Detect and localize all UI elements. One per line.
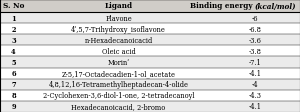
Text: -7.1: -7.1	[249, 58, 261, 66]
Text: -4: -4	[252, 81, 258, 88]
Text: 7: 7	[11, 81, 16, 88]
Text: 1: 1	[11, 14, 16, 22]
Text: 2-Cyclohexen-3,6-diol-1-one, 2-tetradecanoyl: 2-Cyclohexen-3,6-diol-1-one, 2-tetradeca…	[43, 92, 194, 99]
Text: -6: -6	[252, 14, 258, 22]
Text: -4.1: -4.1	[248, 102, 262, 110]
Text: 3: 3	[11, 36, 16, 44]
Text: -4.3: -4.3	[248, 92, 262, 99]
Text: 6: 6	[11, 69, 16, 77]
Bar	[0, 101, 300, 112]
Text: S. No: S. No	[3, 2, 24, 10]
Bar	[0, 35, 300, 46]
Text: -3.8: -3.8	[249, 47, 261, 55]
Bar	[0, 68, 300, 79]
Text: Ligand: Ligand	[104, 2, 133, 10]
Text: Flavone: Flavone	[105, 14, 132, 22]
Text: -3.6: -3.6	[249, 36, 261, 44]
Text: 4ʹ,5,7-Trihydroxy_isoflavone: 4ʹ,5,7-Trihydroxy_isoflavone	[71, 25, 166, 33]
Bar	[0, 57, 300, 68]
Bar	[0, 79, 300, 90]
Text: (kcal/mol): (kcal/mol)	[255, 2, 296, 10]
Text: -4.1: -4.1	[248, 69, 262, 77]
Bar	[0, 13, 300, 24]
Text: n-Hexadecanoicacid: n-Hexadecanoicacid	[84, 36, 153, 44]
Text: 4,8,12,16-Tetramethylheptadecan-4-olide: 4,8,12,16-Tetramethylheptadecan-4-olide	[49, 81, 188, 88]
Text: Z-5,17-Octadecadien-1-ol_acetate: Z-5,17-Octadecadien-1-ol_acetate	[61, 69, 176, 77]
Bar	[0, 46, 300, 57]
Text: 9: 9	[11, 102, 16, 110]
Text: -6.8: -6.8	[249, 25, 261, 33]
Bar	[0, 90, 300, 101]
Text: 4: 4	[11, 47, 16, 55]
Text: Morinʹ: Morinʹ	[107, 58, 130, 66]
Text: Binding energy: Binding energy	[190, 2, 255, 10]
Text: Oleic acid: Oleic acid	[102, 47, 135, 55]
Text: Hexadecanoicacid, 2-bromo: Hexadecanoicacid, 2-bromo	[71, 102, 166, 110]
Bar	[0, 24, 300, 35]
Text: 8: 8	[11, 92, 16, 99]
Bar	[0, 0, 300, 13]
Text: 5: 5	[11, 58, 16, 66]
Text: 2: 2	[11, 25, 16, 33]
